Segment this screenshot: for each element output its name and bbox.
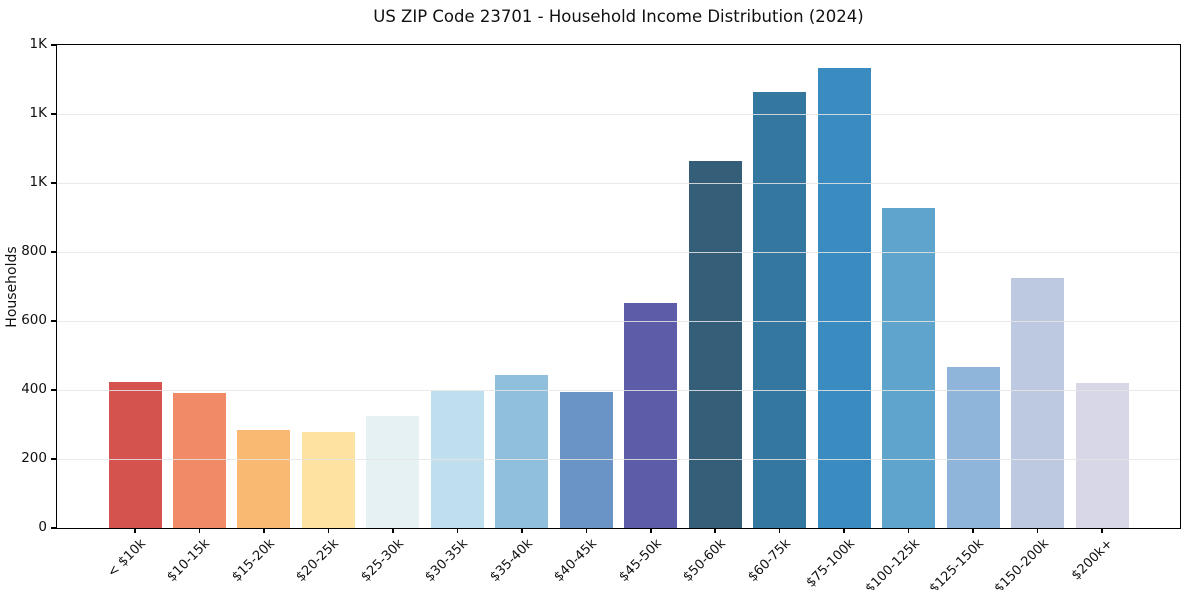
x-tick-label: $100-125k: [862, 536, 923, 590]
y-tick-label: 800: [21, 243, 47, 260]
plot-area: [57, 45, 1180, 528]
x-tick-label: $30-35k: [422, 536, 472, 585]
bar-$15-20k: [237, 429, 291, 528]
y-tick-label: 0: [38, 519, 47, 536]
y-tick-label: 1K: [29, 174, 47, 191]
bar-$60-75k: [753, 91, 807, 528]
x-tick-label: $200k+: [1068, 536, 1116, 584]
bar-$40-45k: [559, 392, 613, 528]
x-tick-label: $15-20k: [229, 536, 278, 585]
x-tick-label: $45-50k: [616, 536, 665, 585]
x-tick-mark: [972, 528, 974, 533]
bar-$50-60k: [688, 160, 742, 528]
x-tick-label: $150-200k: [991, 536, 1052, 590]
y-tick-label: 200: [21, 450, 47, 467]
bar-$25-30k: [366, 415, 420, 528]
x-tick-mark: [263, 528, 265, 533]
bar-$75-100k: [817, 67, 871, 528]
y-tick-mark: [51, 251, 57, 253]
x-tick-label: $35-40k: [487, 536, 536, 585]
x-tick-mark: [778, 528, 781, 533]
x-tick-mark: [650, 528, 652, 533]
bar-$10-15k: [172, 392, 226, 528]
y-tick-label: 1K: [29, 105, 47, 122]
bar-< $10k: [108, 382, 162, 528]
bar-$100-125k: [882, 207, 936, 528]
bar-$150-200k: [1011, 277, 1065, 528]
bar-$35-40k: [495, 374, 549, 528]
x-tick-label: $75-100k: [803, 536, 859, 590]
x-tick-label: $50-60k: [680, 536, 730, 585]
bar-$200k+: [1075, 383, 1129, 528]
y-tick-mark: [51, 113, 57, 115]
y-tick-label: 400: [21, 381, 47, 398]
chart-title: US ZIP Code 23701 - Household Income Dis…: [373, 7, 864, 26]
x-tick-mark: [907, 528, 910, 533]
bars-layer: [57, 45, 1180, 528]
x-tick-mark: [198, 528, 201, 533]
y-tick-mark: [51, 320, 57, 322]
x-tick-mark: [1101, 528, 1103, 533]
x-tick-mark: [521, 528, 523, 533]
y-tick-mark: [51, 182, 57, 184]
x-tick-mark: [456, 528, 459, 533]
x-tick-label: $60-75k: [745, 536, 794, 585]
x-tick-mark: [1036, 528, 1039, 533]
x-tick-mark: [585, 528, 588, 533]
x-tick-mark: [714, 528, 716, 533]
x-tick-label: $10-15k: [164, 536, 214, 585]
y-tick-mark: [51, 44, 57, 46]
y-tick-label: 600: [21, 312, 47, 329]
y-tick-mark: [51, 527, 57, 529]
x-tick-label: $20-25k: [293, 536, 343, 585]
x-tick-label: < $10k: [104, 536, 149, 581]
y-tick-mark: [51, 389, 57, 391]
x-tick-label: $40-45k: [551, 536, 601, 585]
x-tick-label: $25-30k: [358, 536, 407, 585]
x-tick-mark: [327, 528, 330, 533]
x-tick-label: $125-150k: [926, 536, 988, 590]
y-tick-label: 1K: [29, 36, 47, 53]
bar-$125-150k: [946, 366, 1000, 528]
x-tick-mark: [392, 528, 394, 533]
bar-$20-25k: [301, 432, 355, 528]
y-tick-mark: [51, 458, 57, 460]
bar-$45-50k: [624, 303, 678, 528]
x-tick-mark: [843, 528, 845, 533]
x-tick-mark: [134, 528, 136, 533]
